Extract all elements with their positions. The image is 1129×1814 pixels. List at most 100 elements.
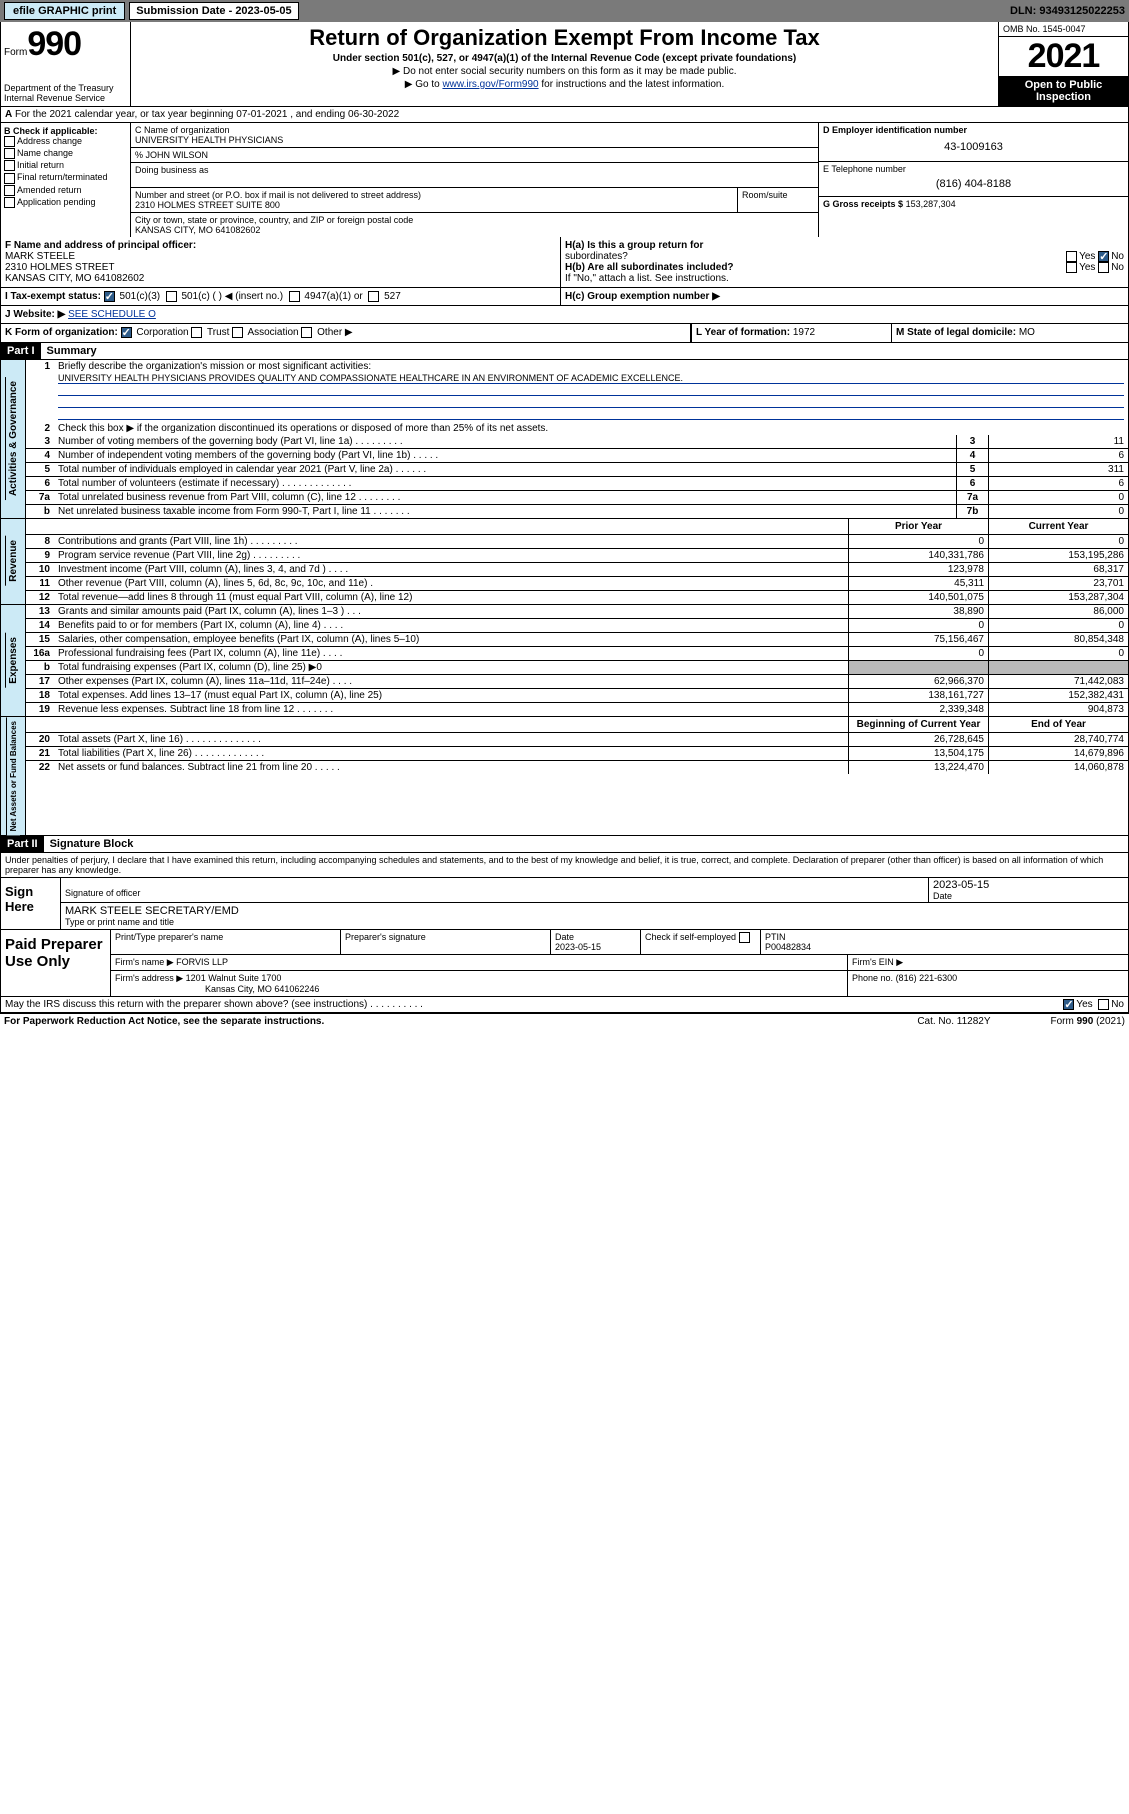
ptin-label: PTIN xyxy=(765,932,786,942)
note-2-pre: ▶ Go to xyxy=(405,79,443,90)
revenue-side-label: Revenue xyxy=(5,536,21,586)
data-row: 19Revenue less expenses. Subtract line 1… xyxy=(26,703,1128,716)
firm-phone-label: Phone no. xyxy=(852,973,893,983)
officer-addr2: KANSAS CITY, MO 641082602 xyxy=(5,273,556,284)
other-checkbox[interactable] xyxy=(301,327,312,338)
street-val: 2310 HOLMES STREET SUITE 800 xyxy=(135,200,733,210)
part2-title: Signature Block xyxy=(44,836,140,852)
end-year-header: End of Year xyxy=(988,717,1128,732)
501c-checkbox[interactable] xyxy=(166,291,177,302)
preparer-name-label: Print/Type preparer's name xyxy=(111,930,341,954)
discuss-no-checkbox[interactable] xyxy=(1098,999,1109,1010)
preparer-sig-label: Preparer's signature xyxy=(341,930,551,954)
paid-preparer-block: Paid Preparer Use Only Print/Type prepar… xyxy=(0,930,1129,997)
ein-val: 43-1009163 xyxy=(823,135,1124,159)
final-return-checkbox[interactable] xyxy=(4,173,15,184)
l-label: L Year of formation: xyxy=(696,327,790,338)
assoc-checkbox[interactable] xyxy=(232,327,243,338)
row-i-label: I Tax-exempt status: xyxy=(5,291,101,302)
data-row: 21Total liabilities (Part X, line 26) . … xyxy=(26,747,1128,761)
l7a-val: 0 xyxy=(988,491,1128,504)
amended-return-checkbox[interactable] xyxy=(4,185,15,196)
prior-year-header: Prior Year xyxy=(848,519,988,534)
current-year-header: Current Year xyxy=(988,519,1128,534)
c-label: C Name of organization xyxy=(135,125,814,135)
sig-intro: Under penalties of perjury, I declare th… xyxy=(0,853,1129,878)
irs-link[interactable]: www.irs.gov/Form990 xyxy=(442,79,538,90)
4947-checkbox[interactable] xyxy=(289,291,300,302)
sign-date: 2023-05-15 xyxy=(933,879,1124,891)
row-a: A For the 2021 calendar year, or tax yea… xyxy=(0,107,1129,123)
ein-label: D Employer identification number xyxy=(823,125,1124,135)
ha-label: H(a) Is this a group return for xyxy=(565,240,703,251)
l4-val: 6 xyxy=(988,449,1128,462)
hb-no-checkbox[interactable] xyxy=(1098,262,1109,273)
form-label: Form xyxy=(4,47,27,58)
l-val: 1972 xyxy=(793,327,815,338)
corp-checkbox[interactable] xyxy=(121,327,132,338)
name-change-checkbox[interactable] xyxy=(4,148,15,159)
street-label: Number and street (or P.O. box if mail i… xyxy=(135,190,733,200)
discuss-yes-checkbox[interactable] xyxy=(1063,999,1074,1010)
part2-header: Part II xyxy=(1,836,44,852)
data-row: bTotal fundraising expenses (Part IX, co… xyxy=(26,661,1128,675)
l5-val: 311 xyxy=(988,463,1128,476)
ptin-val: P00482834 xyxy=(765,942,811,952)
527-checkbox[interactable] xyxy=(368,291,379,302)
self-emp-label: Check if self-employed xyxy=(645,932,736,942)
website-link[interactable]: SEE SCHEDULE O xyxy=(68,309,156,320)
firm-phone: (816) 221-6300 xyxy=(896,973,958,983)
data-row: 11Other revenue (Part VIII, column (A), … xyxy=(26,577,1128,591)
signer-name: MARK STEELE SECRETARY/EMD xyxy=(65,905,1124,917)
l7b-val: 0 xyxy=(988,505,1128,518)
part1-header: Part I xyxy=(1,343,41,359)
room-label: Room/suite xyxy=(742,190,814,200)
sign-here-label: Sign Here xyxy=(1,878,61,929)
l7a-label: Total unrelated business revenue from Pa… xyxy=(54,491,956,504)
data-row: 17Other expenses (Part IX, column (A), l… xyxy=(26,675,1128,689)
application-pending-checkbox[interactable] xyxy=(4,197,15,208)
discuss-row: May the IRS discuss this return with the… xyxy=(0,997,1129,1013)
paperwork-notice: For Paperwork Reduction Act Notice, see … xyxy=(4,1016,324,1027)
hc-label: H(c) Group exemption number ▶ xyxy=(565,291,720,302)
note-1: ▶ Do not enter social security numbers o… xyxy=(137,66,992,77)
data-row: 22Net assets or fund balances. Subtract … xyxy=(26,761,1128,774)
netassets-section: Net Assets or Fund Balances Beginning of… xyxy=(0,717,1129,836)
signer-name-label: Type or print name and title xyxy=(65,917,1124,927)
submission-date: Submission Date - 2023-05-05 xyxy=(129,2,298,20)
netassets-side-label: Net Assets or Fund Balances xyxy=(6,717,20,835)
cat-no: Cat. No. 11282Y xyxy=(917,1016,990,1027)
data-row: 14Benefits paid to or for members (Part … xyxy=(26,619,1128,633)
sig-officer-label: Signature of officer xyxy=(65,888,924,898)
trust-checkbox[interactable] xyxy=(191,327,202,338)
address-change-checkbox[interactable] xyxy=(4,136,15,147)
l7b-label: Net unrelated business taxable income fr… xyxy=(54,505,956,518)
l6-val: 6 xyxy=(988,477,1128,490)
prep-date-label: Date xyxy=(555,932,574,942)
officer-name: MARK STEELE xyxy=(5,251,556,262)
firm-name: FORVIS LLP xyxy=(176,957,228,967)
sign-here-block: Sign Here Signature of officer 2023-05-1… xyxy=(0,878,1129,930)
hb-yes-checkbox[interactable] xyxy=(1066,262,1077,273)
data-row: 20Total assets (Part X, line 16) . . . .… xyxy=(26,733,1128,747)
self-employed-checkbox[interactable] xyxy=(739,932,750,943)
efile-button[interactable]: efile GRAPHIC print xyxy=(4,2,125,20)
revenue-section: Revenue Prior YearCurrent Year 8Contribu… xyxy=(0,519,1129,605)
org-name: UNIVERSITY HEALTH PHYSICIANS xyxy=(135,135,814,145)
l4-label: Number of independent voting members of … xyxy=(54,449,956,462)
ha-yes-checkbox[interactable] xyxy=(1066,251,1077,262)
gross-val: 153,287,304 xyxy=(906,199,956,209)
col-b: B Check if applicable: Address change Na… xyxy=(1,123,131,237)
dln-label: DLN: 93493125022253 xyxy=(1010,5,1125,17)
ha-no-checkbox[interactable] xyxy=(1098,251,1109,262)
row-j-label: J Website: ▶ xyxy=(5,309,65,320)
firm-label: Firm's name ▶ xyxy=(115,957,174,967)
501c3-checkbox[interactable] xyxy=(104,291,115,302)
l1-val: UNIVERSITY HEALTH PHYSICIANS PROVIDES QU… xyxy=(58,373,1124,384)
ha-sub: subordinates? xyxy=(565,251,628,262)
officer-addr1: 2310 HOLMES STREET xyxy=(5,262,556,273)
l1-label: Briefly describe the organization's miss… xyxy=(58,361,1124,372)
initial-return-checkbox[interactable] xyxy=(4,160,15,171)
dept-label: Department of the Treasury Internal Reve… xyxy=(4,83,127,103)
toolbar: efile GRAPHIC print Submission Date - 20… xyxy=(0,0,1129,22)
